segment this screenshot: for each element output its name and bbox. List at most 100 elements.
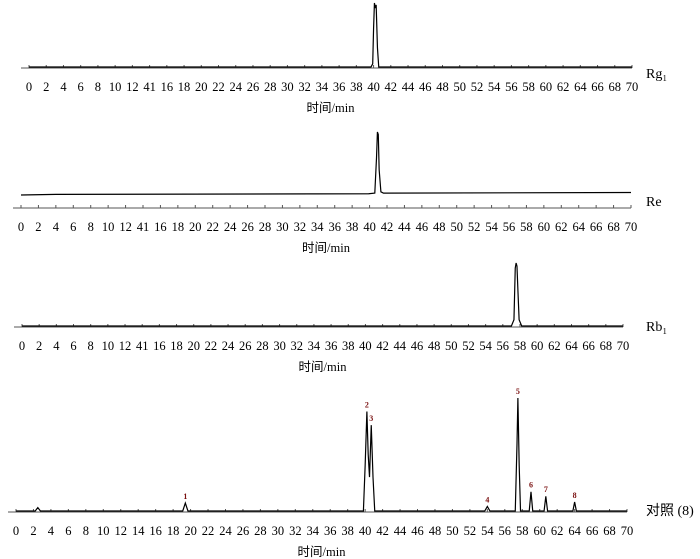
x-tick-label: 44: [394, 339, 407, 353]
x-tick-label: 2: [30, 524, 36, 538]
x-tick-label: 26: [237, 524, 250, 538]
x-tick-label: 26: [247, 80, 260, 94]
x-tick-label: 50: [450, 220, 463, 234]
x-tick-label: 68: [603, 524, 616, 538]
x-tick-label: 46: [411, 339, 424, 353]
x-tick-label: 68: [607, 220, 620, 234]
signal-line: [20, 131, 632, 196]
x-tick-label: 36: [324, 524, 337, 538]
x-tick-label: 38: [341, 524, 354, 538]
x-tick-label: 40: [359, 339, 372, 353]
x-tick-label: 58: [516, 524, 529, 538]
peak-label: 8: [573, 491, 577, 500]
x-tick-label: 30: [276, 220, 289, 234]
x-tick-label: 12: [126, 80, 139, 94]
x-tick-label: 12: [119, 339, 132, 353]
x-tick-label: 52: [471, 80, 484, 94]
x-tick-label: 6: [65, 524, 71, 538]
peak-label: 5: [516, 387, 520, 396]
x-tick-label: 4: [48, 524, 55, 538]
x-tick-label: 64: [568, 524, 581, 538]
x-tick-label: 66: [590, 220, 603, 234]
x-tick-label: 14: [132, 524, 145, 538]
peak-label: 7: [544, 485, 548, 494]
x-tick-label: 54: [481, 524, 494, 538]
x-tick-label: 0: [26, 80, 32, 94]
x-tick-label: 54: [485, 220, 498, 234]
x-tick-label: 28: [264, 80, 277, 94]
x-tick-label: 42: [376, 524, 389, 538]
x-tick-label: 70: [626, 80, 639, 94]
x-tick-label: 48: [436, 80, 449, 94]
x-tick-label: 22: [202, 524, 215, 538]
x-tick-label: 48: [428, 339, 441, 353]
x-tick-label: 8: [83, 524, 89, 538]
peak-label: 6: [529, 481, 533, 490]
x-tick-label: 2: [35, 220, 41, 234]
x-tick-label: 50: [446, 524, 459, 538]
x-tick-label: 20: [189, 220, 202, 234]
x-tick-label: 8: [95, 80, 101, 94]
x-tick-label: 22: [212, 80, 225, 94]
signal-line: [29, 2, 632, 68]
x-tick-label: 12: [119, 220, 132, 234]
x-tick-label: 30: [273, 339, 286, 353]
x-tick-label: 32: [289, 524, 302, 538]
x-tick-label: 32: [290, 339, 303, 353]
x-tick-label: 66: [582, 339, 595, 353]
x-tick-label: 36: [325, 339, 338, 353]
series-name: 对照 (8): [646, 503, 694, 519]
x-tick-label: 66: [591, 80, 604, 94]
x-tick-label: 36: [333, 80, 346, 94]
x-tick-label: 38: [342, 339, 355, 353]
series-name: Rb₁: [646, 320, 667, 335]
x-tick-label: 24: [222, 339, 235, 353]
x-tick-label: 16: [154, 220, 167, 234]
x-tick-label: 60: [531, 339, 544, 353]
x-tick-label: 0: [18, 220, 24, 234]
peak-label: 4: [485, 495, 489, 504]
x-tick-label: 54: [488, 80, 501, 94]
x-tick-label: 68: [609, 80, 622, 94]
x-tick-label: 0: [13, 524, 19, 538]
x-tick-label: 40: [359, 524, 372, 538]
x-tick-label: 62: [557, 80, 570, 94]
x-tick-label: 52: [468, 220, 481, 234]
x-tick-label: 68: [600, 339, 613, 353]
x-tick-label: 30: [272, 524, 285, 538]
x-tick-label: 24: [224, 220, 237, 234]
x-tick-label: 41: [136, 339, 149, 353]
x-tick-label: 42: [376, 339, 389, 353]
x-tick-label: 46: [411, 524, 424, 538]
x-tick-label: 8: [88, 220, 94, 234]
x-tick-label: 40: [363, 220, 376, 234]
x-tick-label: 36: [328, 220, 341, 234]
x-tick-label: 58: [520, 220, 533, 234]
x-axis-label: 时间/min: [302, 241, 351, 255]
x-tick-label: 48: [433, 220, 446, 234]
x-tick-label: 4: [60, 80, 67, 94]
x-tick-label: 16: [149, 524, 162, 538]
x-tick-label: 20: [184, 524, 197, 538]
series-name: Rg₁: [646, 67, 667, 82]
peak-label: 3: [369, 414, 373, 423]
x-tick-label: 0: [19, 339, 25, 353]
x-axis-label: 时间/min: [298, 545, 347, 559]
x-tick-label: 64: [565, 339, 578, 353]
x-tick-label: 18: [178, 80, 191, 94]
x-tick-label: 10: [97, 524, 110, 538]
x-tick-label: 34: [308, 339, 321, 353]
x-tick-label: 26: [241, 220, 254, 234]
x-tick-label: 58: [522, 80, 535, 94]
x-tick-label: 70: [621, 524, 634, 538]
x-tick-label: 44: [394, 524, 407, 538]
x-tick-label: 6: [78, 80, 84, 94]
x-tick-label: 50: [453, 80, 466, 94]
x-tick-label: 46: [416, 220, 429, 234]
x-tick-label: 18: [172, 220, 185, 234]
x-tick-label: 52: [464, 524, 477, 538]
x-tick-label: 46: [419, 80, 432, 94]
x-tick-label: 62: [548, 339, 561, 353]
x-tick-label: 18: [170, 339, 183, 353]
x-tick-label: 4: [53, 339, 60, 353]
